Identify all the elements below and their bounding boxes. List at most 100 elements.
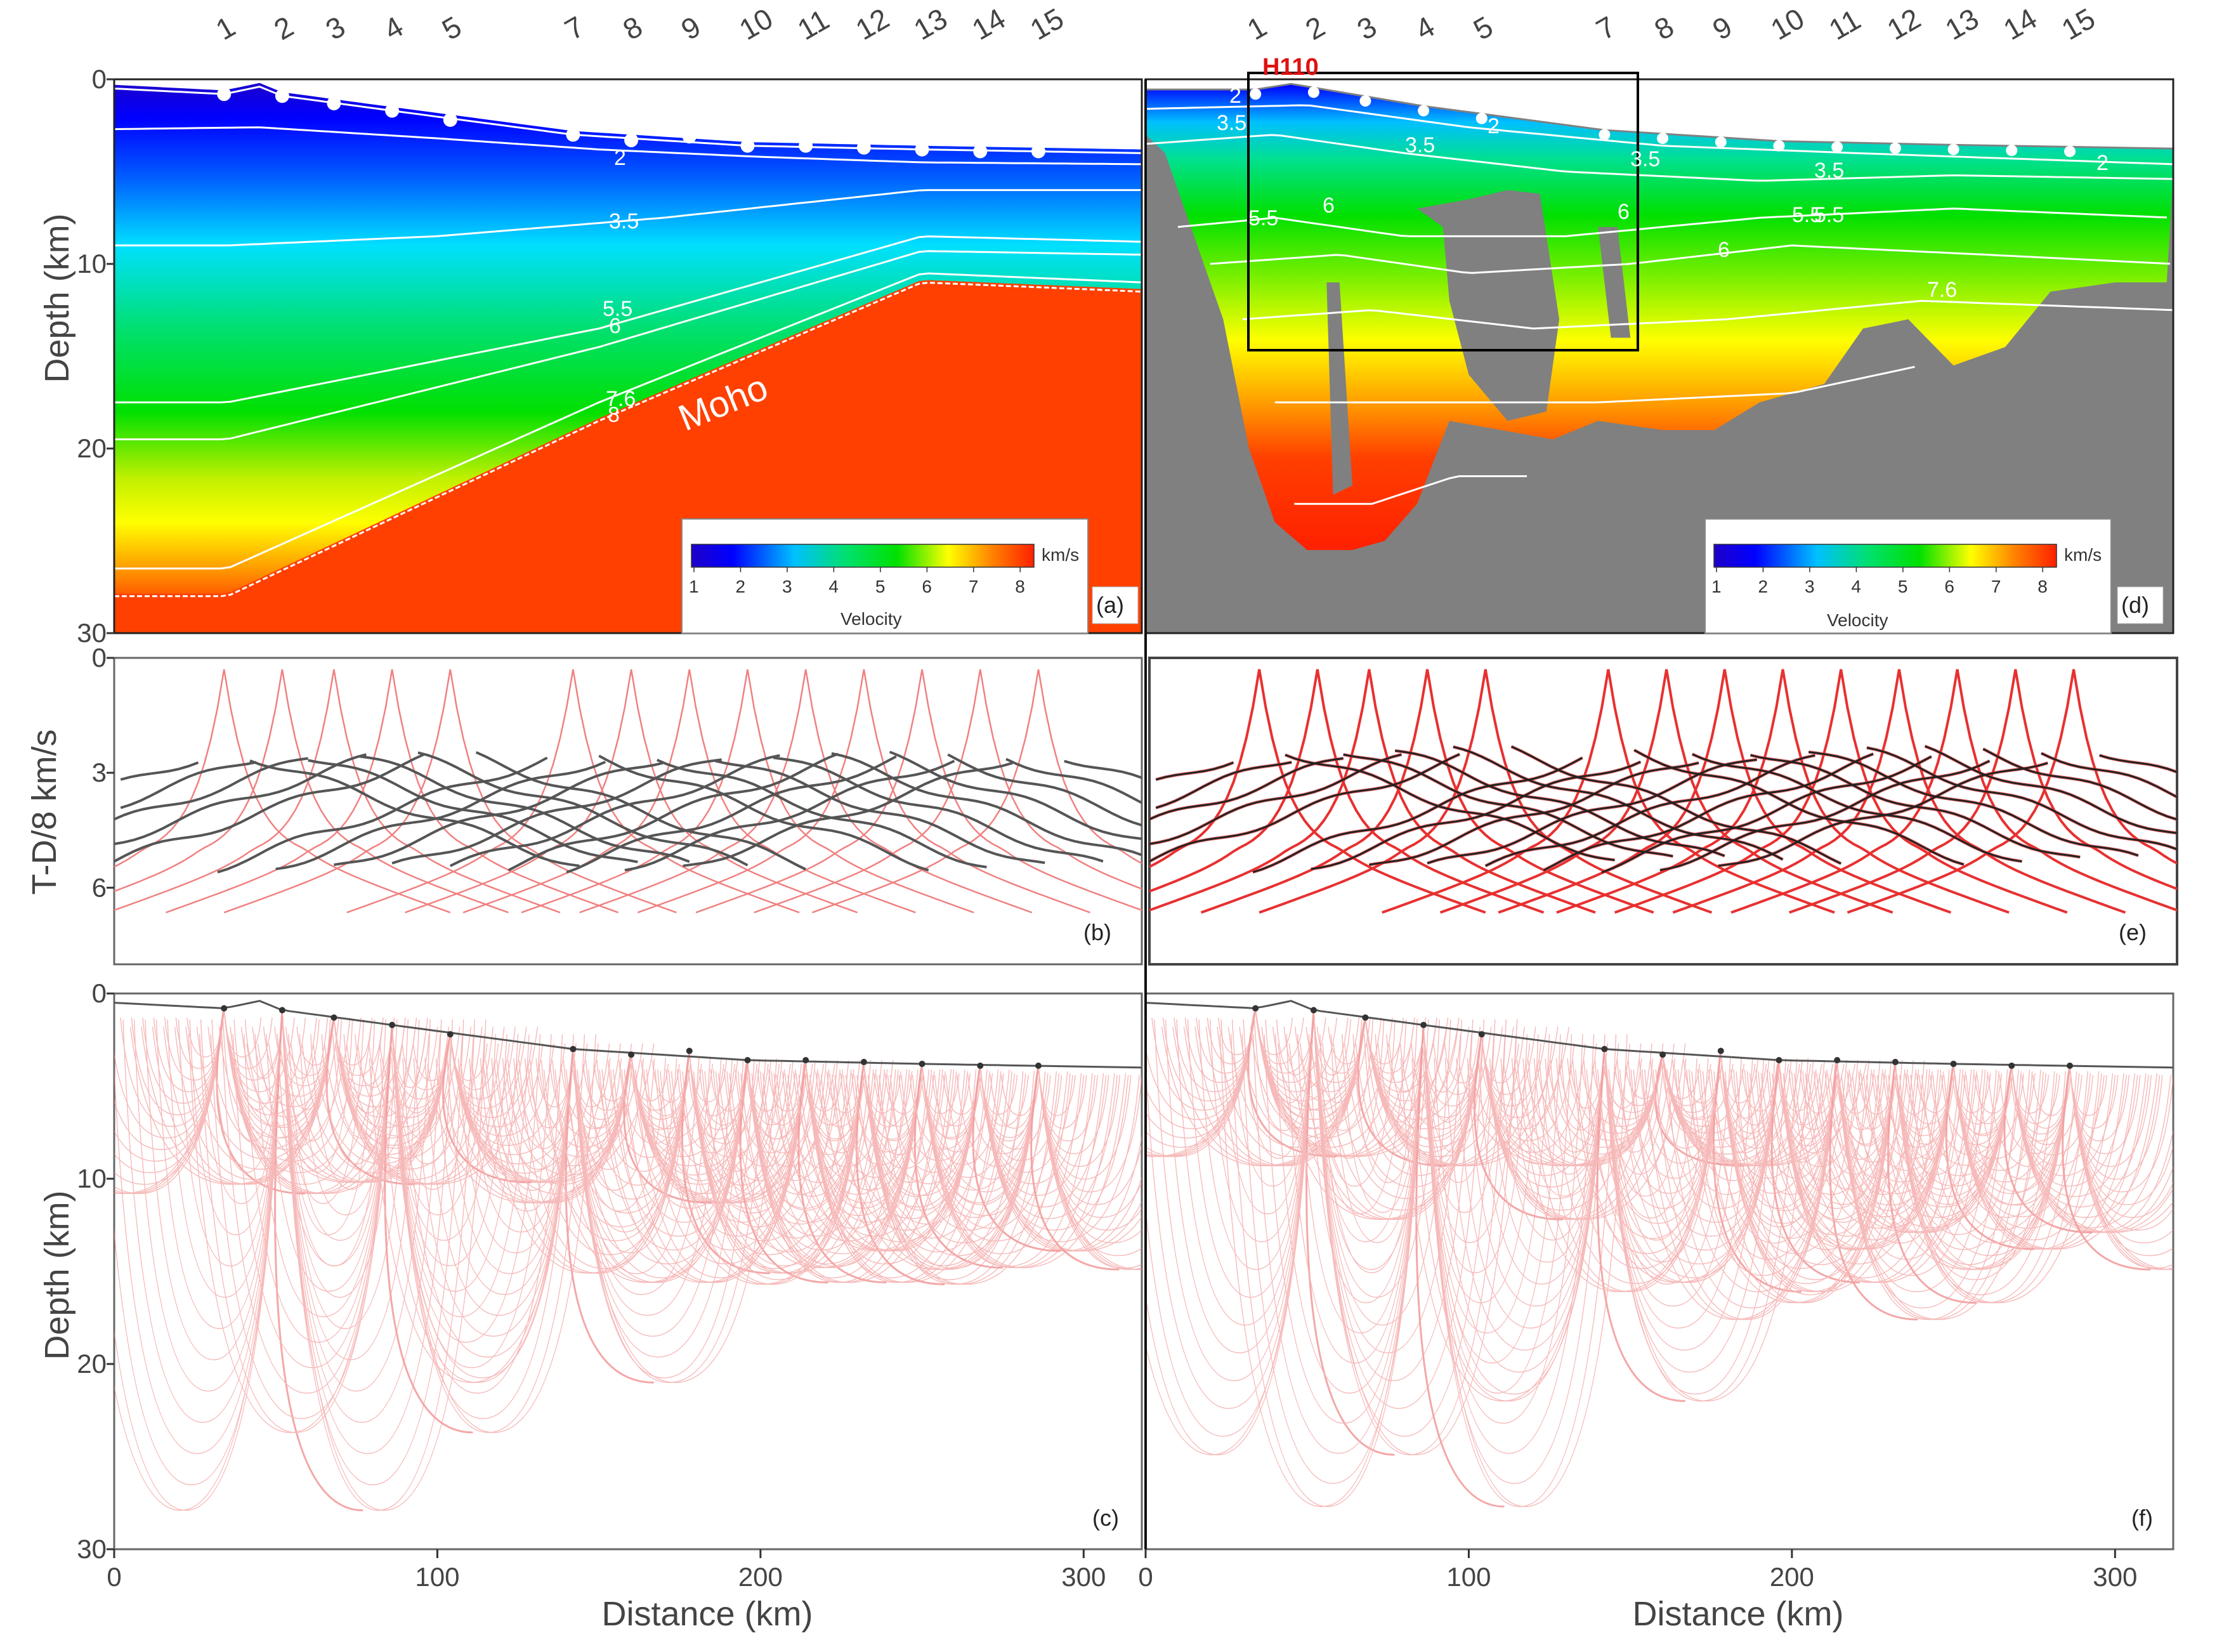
- colorbar-a-tick-7: 7: [969, 577, 979, 596]
- panel-d-contour-2: [1177, 207, 2167, 237]
- depth-axis-a-tick-0: 0: [92, 64, 107, 94]
- panel-c-obs-14: [977, 1062, 984, 1069]
- panel-e-calc-curve-13: [1730, 669, 2177, 914]
- panel-d-contour-label-12: 7.6: [1927, 278, 1957, 302]
- panel-f-obs-3: [1362, 1014, 1369, 1021]
- panel-c-ray-2-r16: [282, 1010, 487, 1511]
- panel-f-deep-ray-14: [2003, 1065, 2093, 1234]
- panel-e-label: (e): [2119, 919, 2147, 945]
- obs-label-right-10: 10: [1765, 1, 1810, 46]
- panel-d-gray-holes: [1326, 190, 1631, 495]
- panel-b-obs-left-12: [507, 752, 839, 872]
- panel-a-water-mask: [114, 79, 1142, 150]
- obs-labels-right: 1 2 3 4 5 7 8 9 10 11 12 13 14 15: [1241, 1, 2100, 46]
- panel-c-ray-10-l16: [543, 1060, 749, 1283]
- panel-c-deep-ray-15: [1030, 1065, 1120, 1271]
- panel-c-ray-5-r16: [450, 1034, 655, 1183]
- panel-a-obs-15: [1031, 144, 1045, 159]
- panel-b-obs-left-13: [566, 755, 897, 874]
- panel-f-rays: [1146, 1008, 2173, 1508]
- panel-f-ray-15-l5: [1988, 1065, 2070, 1167]
- panel-a-obs-2: [275, 89, 289, 103]
- panel-f-obs-4: [1420, 1021, 1427, 1028]
- panel-f-ray-2-l10: [1176, 1010, 1314, 1326]
- panel-a-label: (a): [1096, 592, 1124, 618]
- panel-a-obs-11: [799, 138, 813, 153]
- panel-b-obs-left-5: [114, 752, 425, 863]
- panel-c-ray-15-l16: [834, 1065, 1039, 1270]
- panel-a-obs-4: [385, 103, 400, 118]
- colorbar-a-tick-3: 3: [782, 577, 792, 596]
- panel-f-ray-4-r16: [1423, 1025, 1628, 1507]
- panel-d-contour-0: [1146, 104, 2173, 166]
- panel-c-ray-2-l3: [222, 1010, 283, 1142]
- panel-f-obs-11: [1834, 1057, 1841, 1064]
- panel-c-ray-15-l5: [957, 1065, 1039, 1167]
- panel-f-ray-4-l11: [1275, 1025, 1424, 1394]
- panel-b-obs-right-1: [249, 759, 580, 867]
- panel-f-ray-12-l4: [1824, 1061, 1896, 1160]
- panel-f-ray-3-l16: [1161, 1017, 1366, 1167]
- panel-c-ray-7-r3: [572, 1049, 633, 1150]
- panel-c-ray-4-r5: [391, 1025, 474, 1190]
- obs-labels-left: 1 2 3 4 5 7 8 9 10 11 12 13 14 15: [210, 1, 1069, 46]
- colorbar-a-ticks: 1 2 3 4 5 6 7 8: [689, 567, 1025, 596]
- panel-f-ray-7-r16: [1604, 1049, 1808, 1402]
- panel-f-ray-7-l7: [1500, 1049, 1606, 1241]
- panel-e-obs-left-7: [1252, 757, 1583, 874]
- panel-c-ray-2-l7: [178, 1010, 283, 1267]
- panel-c-ray-13-l6: [829, 1063, 923, 1178]
- panel-c-ray-10-r16: [747, 1060, 952, 1283]
- panel-e-obs-right-7: [1633, 749, 1965, 866]
- panel-d-contour-label-3: 2: [1488, 114, 1500, 138]
- colorbar-d-tick-5: 5: [1898, 577, 1908, 596]
- panel-f-ray-4-l1: [1386, 1025, 1424, 1093]
- time-axis-tick-0: 0: [92, 643, 107, 672]
- panel-e-obs-right-13: [1982, 748, 2177, 821]
- panel-d-contour-label-7: 5.5: [1248, 206, 1278, 230]
- panel-c-ray-4-l9: [266, 1025, 393, 1292]
- panel-c-ray-7-l4: [502, 1049, 574, 1170]
- panel-f-obs-14: [2008, 1062, 2015, 1069]
- x-axis-left-tick-100: 100: [415, 1562, 459, 1592]
- panel-f-deep-ray-15: [2062, 1065, 2151, 1271]
- panel-c-deep-ray-9: [681, 1051, 771, 1275]
- panel-b-obs-left-14: [624, 759, 955, 872]
- panel-d-obs-12: [1889, 142, 1901, 154]
- panel-f-ray-8-l16: [1458, 1054, 1663, 1167]
- panel-e-obs-right-2: [1343, 753, 1673, 858]
- panel-b-obs-right-2: [308, 759, 638, 863]
- panel-c-ray-2-r1: [282, 1010, 320, 1079]
- panel-b-obs-left-3: [114, 757, 308, 821]
- colorbar-a-box: [681, 518, 1089, 634]
- panel-c-obs-8: [628, 1051, 635, 1058]
- obs-label-left-8: 8: [617, 10, 648, 46]
- panel-c-ray-12-l6: [771, 1061, 865, 1183]
- panel-f-obs-10: [1776, 1057, 1782, 1064]
- panel-b-obs-right-13: [947, 753, 1142, 827]
- panel-c-ray-2-l10: [145, 1010, 283, 1361]
- colorbar-a-tick-1: 1: [689, 577, 699, 596]
- colorbar-a-tick-4: 4: [828, 577, 839, 596]
- panel-b-calc-curve-4: [166, 669, 619, 914]
- panel-f-ray-4-l7: [1319, 1025, 1424, 1273]
- panel-a-obs-10: [740, 138, 755, 153]
- panel-f-deep-ray-12: [1887, 1061, 1977, 1304]
- panel-f-ray-2-l2: [1265, 1010, 1314, 1104]
- panel-f-ray-4-l2: [1375, 1025, 1424, 1123]
- obs-label-right-14: 14: [1998, 1, 2042, 46]
- panel-c-ray-10-l6: [655, 1060, 749, 1181]
- obs-label-left-13: 13: [908, 1, 953, 46]
- panel-a-contour-5: [114, 272, 1142, 570]
- depth-axis-c-tick-10: 10: [77, 1164, 107, 1193]
- panel-b-obs-right-9: [715, 759, 1045, 864]
- colorbar-d-ticks: 1 2 3 4 5 6 7 8: [1711, 567, 2048, 596]
- panel-c-ray-9-l6: [596, 1051, 690, 1172]
- obs-label-right-4: 4: [1409, 10, 1440, 46]
- obs-label-right-1: 1: [1241, 10, 1272, 46]
- panel-d-contour-5: [1274, 365, 1915, 403]
- panel-d-contour-3: [1210, 244, 2170, 274]
- panel-c-ray-4-r15: [391, 1025, 585, 1433]
- panel-b-calc-curve-2: [114, 669, 509, 914]
- panel-a-contour-label-3: 6: [609, 314, 621, 338]
